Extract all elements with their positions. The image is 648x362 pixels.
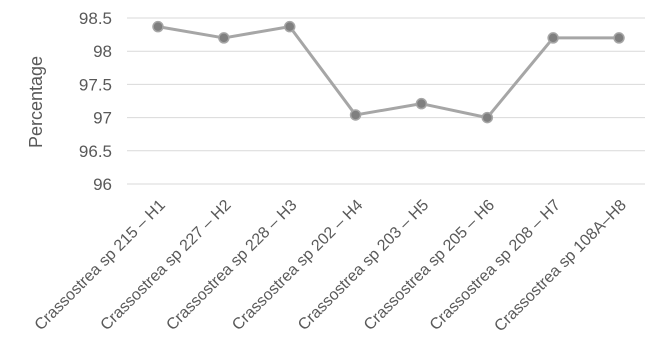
gridlines	[127, 17, 645, 185]
data-point	[218, 32, 230, 44]
data-series	[152, 20, 625, 124]
data-point	[547, 32, 559, 44]
y-tick-label: 96.5	[79, 142, 112, 161]
data-point	[283, 20, 296, 33]
y-tick-label: 97.5	[79, 75, 112, 94]
x-category-label: Crassostrea sp 228 – H3	[163, 197, 300, 334]
data-point	[152, 20, 164, 33]
y-tick-label: 98.5	[79, 9, 112, 28]
x-category-label: Crassostrea sp 208 – H7	[427, 197, 564, 334]
y-tick-label: 98	[93, 42, 112, 61]
data-point	[481, 111, 494, 124]
data-point	[415, 97, 428, 110]
y-tick-label: 97	[93, 109, 112, 128]
y-tick-label: 96	[93, 175, 112, 194]
x-category-label: Crassostrea sp 205 – H6	[361, 197, 498, 334]
x-category-label: Crassostrea sp 108A–H8	[491, 197, 629, 335]
x-category-label: Crassostrea sp 227 – H2	[98, 197, 235, 334]
x-category-label: Crassostrea sp 215 – H1	[32, 197, 169, 334]
data-point	[613, 32, 625, 44]
data-point	[349, 109, 362, 121]
series-line	[156, 25, 621, 120]
y-axis-tick-labels: 96 96.5 97 97.5 98 98.5	[79, 9, 112, 194]
x-category-label: Crassostrea sp 203 – H5	[295, 197, 432, 334]
y-axis-title: Percentage	[26, 56, 46, 148]
x-category-label: Crassostrea sp 202 – H4	[229, 197, 366, 334]
